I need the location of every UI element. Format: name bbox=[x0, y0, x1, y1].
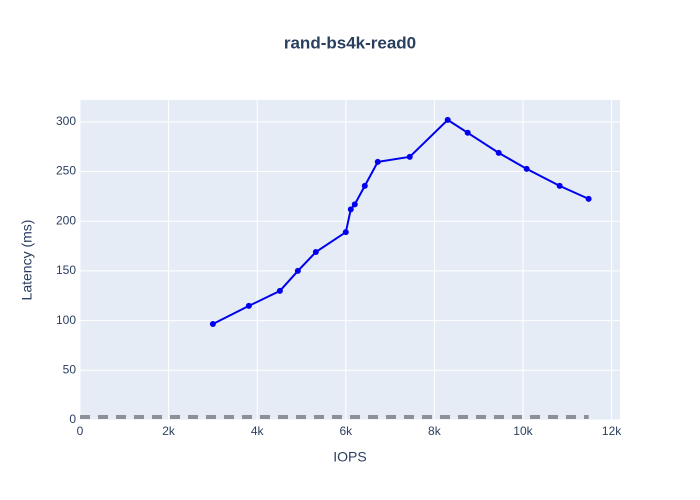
chart-title: rand-bs4k-read0 bbox=[284, 33, 416, 52]
y-tick-label: 250 bbox=[56, 164, 76, 178]
x-tick-label: 0 bbox=[77, 424, 84, 438]
x-tick-label: 12k bbox=[602, 424, 622, 438]
data-point bbox=[464, 129, 471, 136]
x-axis-title: IOPS bbox=[333, 449, 366, 465]
data-point bbox=[276, 287, 283, 294]
y-tick-label: 200 bbox=[56, 213, 76, 227]
y-tick-label: 50 bbox=[63, 362, 77, 376]
y-tick-label: 0 bbox=[69, 412, 76, 426]
y-tick-label: 100 bbox=[56, 313, 76, 327]
data-point bbox=[523, 165, 530, 172]
x-tick-label: 2k bbox=[162, 424, 176, 438]
data-point bbox=[585, 195, 592, 202]
data-point bbox=[294, 267, 301, 274]
data-point bbox=[361, 182, 368, 189]
data-point bbox=[351, 201, 358, 208]
y-axis-title: Latency (ms) bbox=[19, 220, 35, 301]
data-point bbox=[245, 302, 252, 309]
data-point bbox=[342, 229, 349, 236]
data-point bbox=[444, 116, 451, 123]
y-tick-label: 150 bbox=[56, 263, 76, 277]
data-point bbox=[347, 206, 354, 213]
data-point bbox=[209, 321, 216, 327]
data-point bbox=[556, 182, 563, 189]
data-point bbox=[406, 153, 413, 160]
y-tick-label: 300 bbox=[56, 114, 76, 128]
x-tick-label: 4k bbox=[251, 424, 265, 438]
data-point bbox=[374, 158, 381, 165]
x-tick-label: 6k bbox=[339, 424, 353, 438]
x-tick-label: 10k bbox=[513, 424, 533, 438]
x-tick-label: 8k bbox=[428, 424, 442, 438]
data-point bbox=[312, 249, 319, 256]
data-point bbox=[495, 149, 502, 156]
plot-area bbox=[80, 100, 620, 420]
